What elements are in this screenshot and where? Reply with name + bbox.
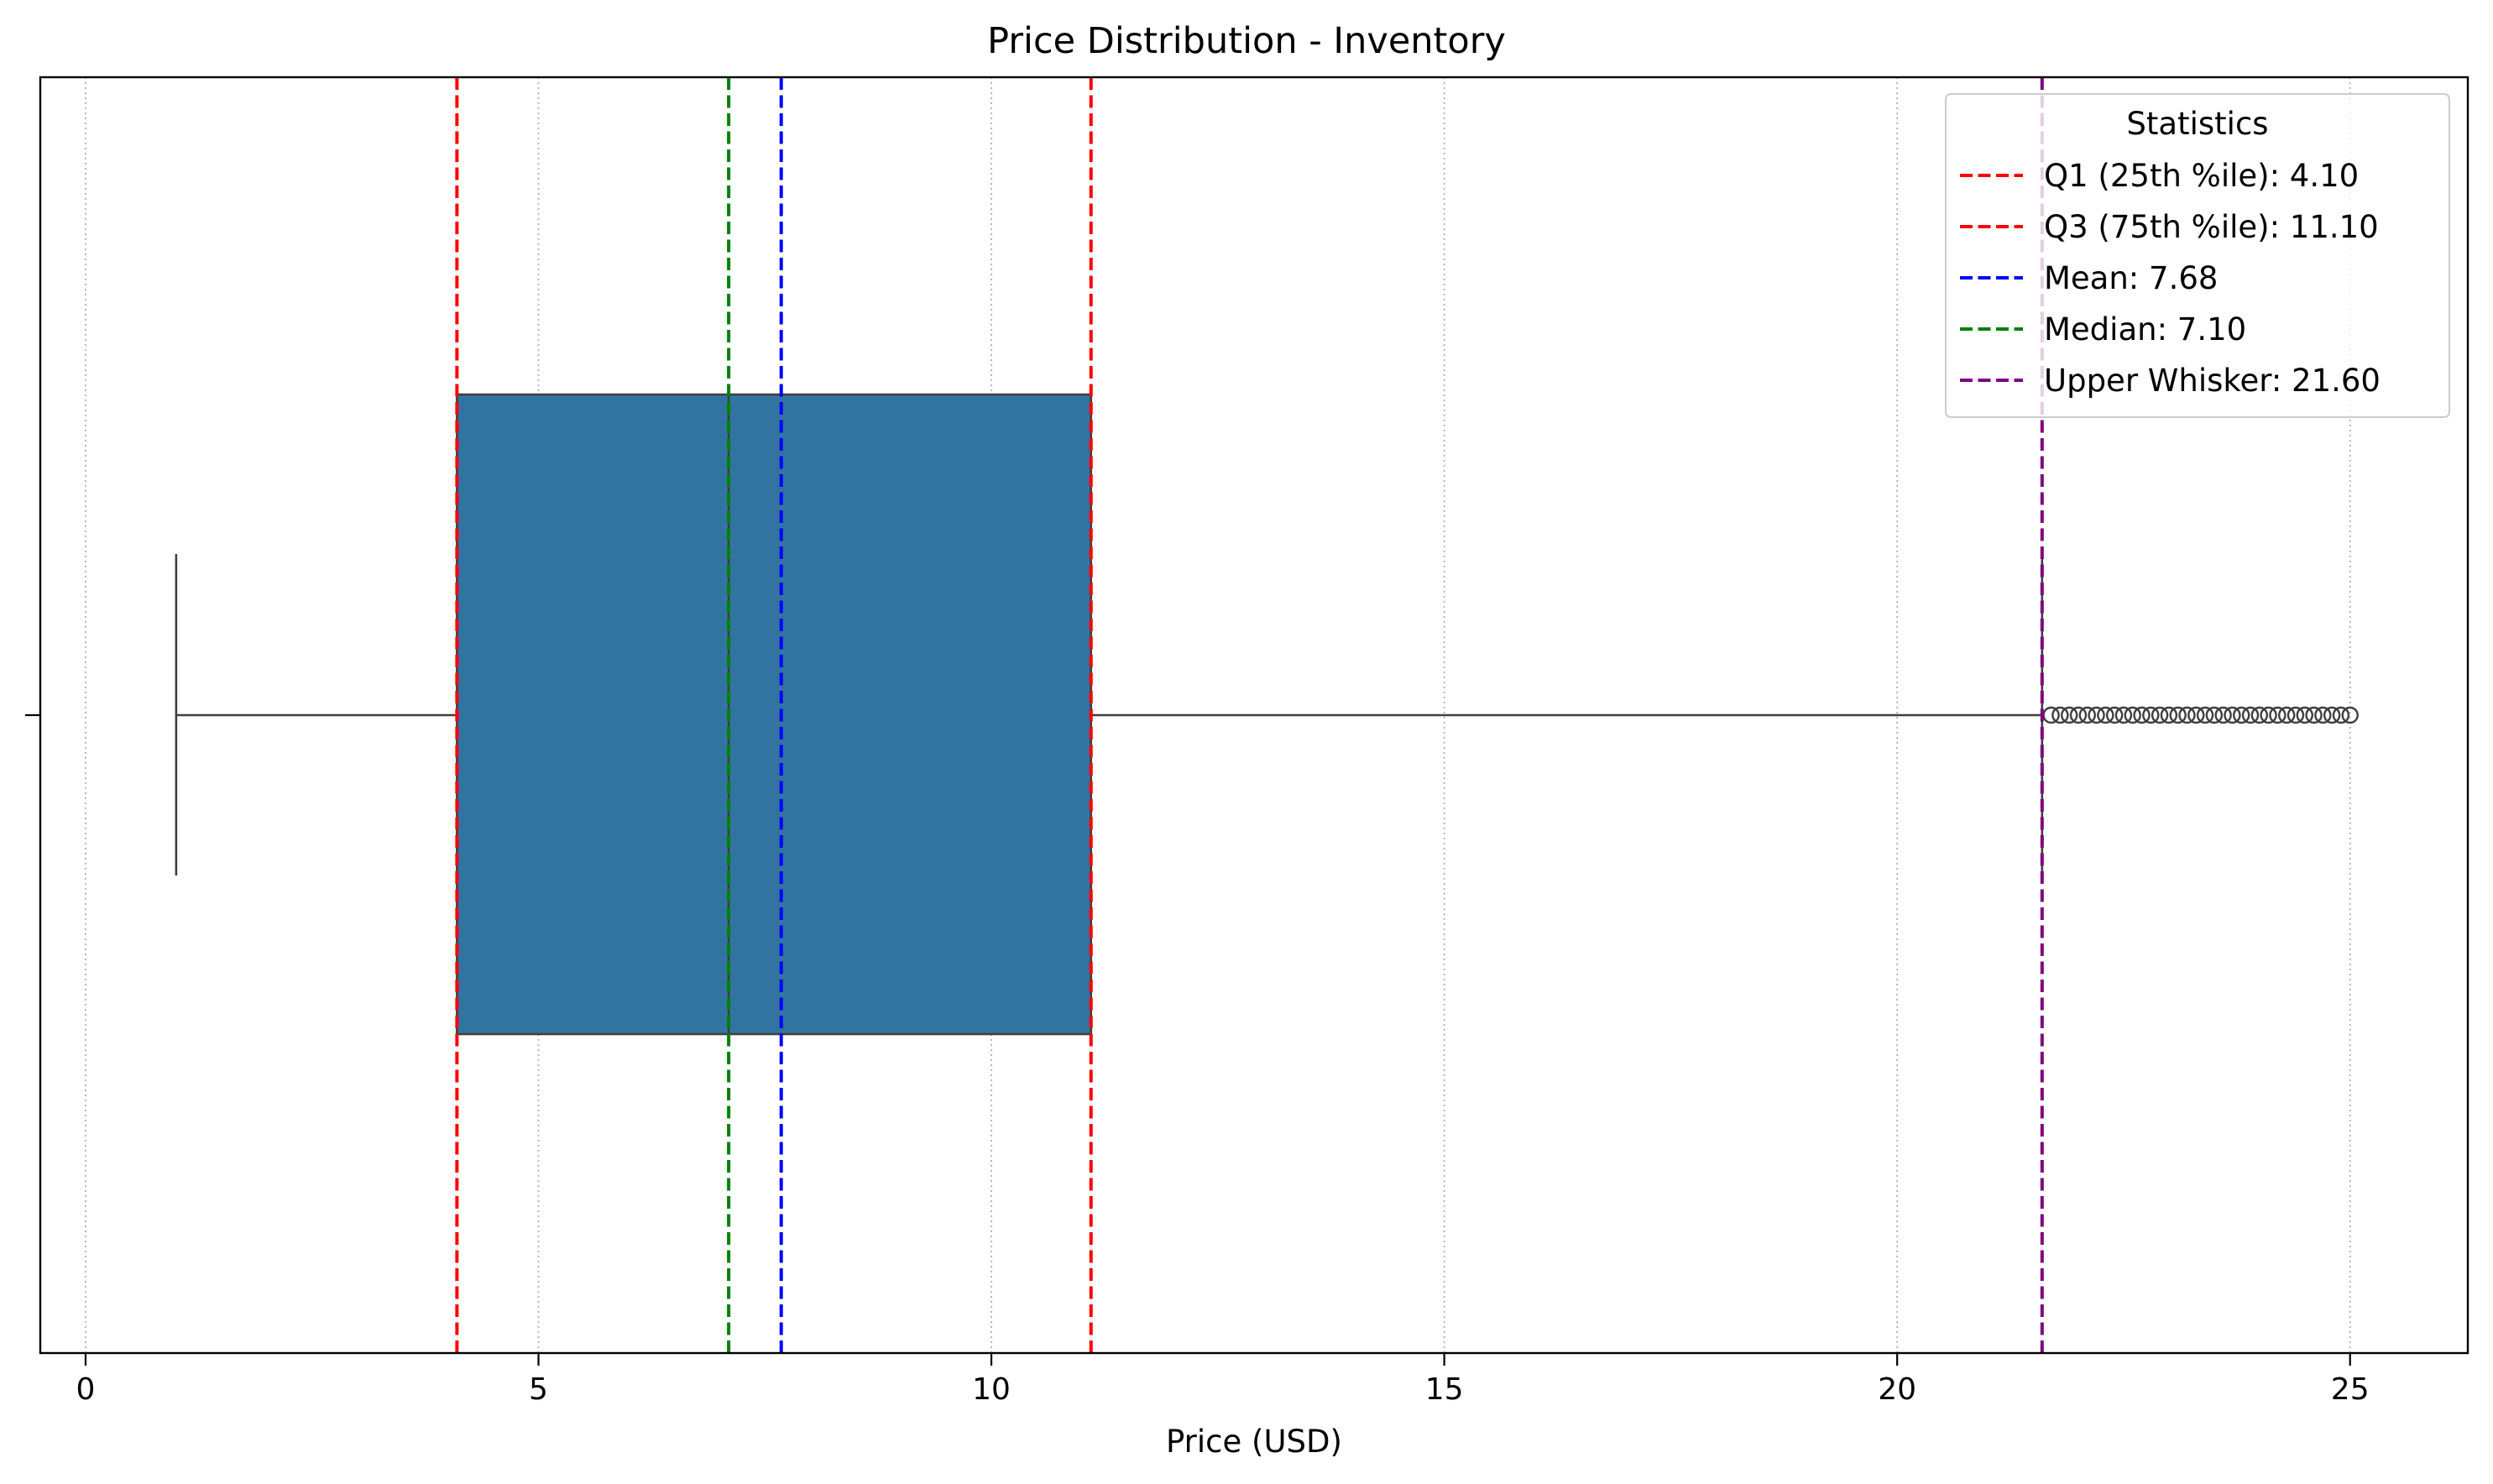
outlier-point: [2341, 706, 2359, 724]
outlier-point: [2105, 706, 2124, 724]
outlier-point: [2097, 706, 2114, 724]
chart-title: Price Distribution - Inventory: [987, 20, 1506, 62]
legend-entry: Q1 (25th %ile): 4.10: [2044, 158, 2359, 194]
x-tick-label: 15: [1425, 1372, 1464, 1407]
legend-entry: Median: 7.10: [2044, 311, 2246, 347]
outlier-point: [2260, 706, 2277, 724]
outlier-point: [2224, 706, 2241, 724]
outlier-point: [2124, 706, 2141, 724]
outlier-point: [2078, 706, 2096, 724]
outlier-point: [2241, 706, 2260, 724]
outlier-point: [2277, 706, 2296, 724]
outlier-point: [2042, 706, 2060, 724]
x-tick-label: 25: [2331, 1372, 2370, 1407]
reference-lines: [455, 77, 2044, 1353]
x-tick-label: 0: [76, 1372, 96, 1407]
outlier-point: [2133, 706, 2151, 724]
outlier-point: [2160, 706, 2178, 724]
x-axis-ticks: 0 5 10 15 20 25: [76, 1353, 2370, 1407]
x-axis-label: Price (USD): [1166, 1424, 1342, 1460]
outlier-point: [2205, 706, 2224, 724]
outlier-point: [2250, 706, 2269, 724]
outlier-point: [2178, 706, 2196, 724]
legend-title: Statistics: [2126, 106, 2268, 142]
legend-box: [1945, 93, 2450, 418]
outlier-point: [2314, 706, 2332, 724]
legend-entry: Upper Whisker: 21.60: [2044, 363, 2381, 399]
outlier-point: [2151, 706, 2169, 724]
outlier-point: [2332, 706, 2350, 724]
outlier-markers: [2042, 706, 2359, 724]
outlier-point: [2305, 706, 2323, 724]
outlier-point: [2051, 706, 2069, 724]
x-tick-label: 5: [529, 1372, 548, 1407]
outlier-point: [2196, 706, 2214, 724]
outlier-point: [2187, 706, 2205, 724]
outlier-point: [2323, 706, 2341, 724]
legend-entry: Q3 (75th %ile): 11.10: [2044, 209, 2379, 245]
interquartile-box: [456, 393, 1093, 1036]
legend: Statistics Q1 (25th %ile): 4.10 Q3 (75th %…: [1945, 93, 2450, 418]
outlier-point: [2088, 706, 2105, 724]
outlier-point: [2069, 706, 2088, 724]
legend-entry: Mean: 7.68: [2044, 260, 2218, 296]
outlier-point: [2114, 706, 2133, 724]
outlier-point: [2169, 706, 2187, 724]
outlier-point: [2296, 706, 2313, 724]
outlier-point: [2142, 706, 2160, 724]
outlier-point: [2269, 706, 2287, 724]
x-tick-label: 10: [972, 1372, 1011, 1407]
outlier-point: [2287, 706, 2305, 724]
outlier-point: [2060, 706, 2078, 724]
outlier-point: [2233, 706, 2250, 724]
x-tick-label: 20: [1878, 1372, 1916, 1407]
outlier-point: [2214, 706, 2232, 724]
